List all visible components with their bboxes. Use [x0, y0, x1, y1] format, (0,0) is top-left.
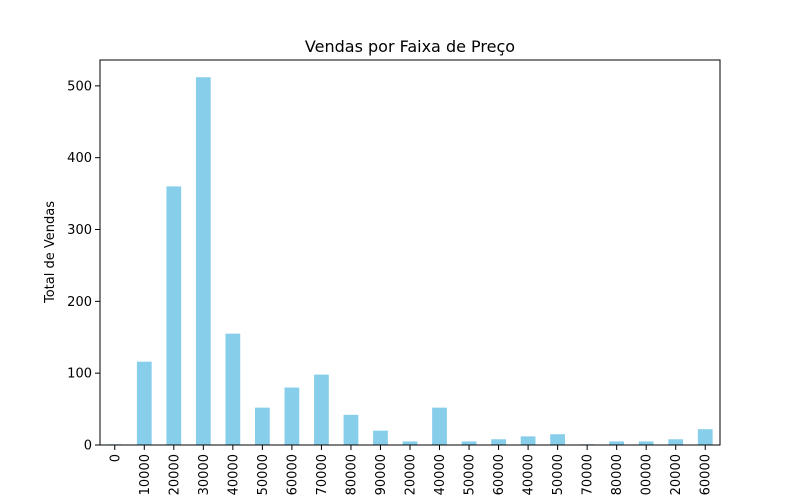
bar-20	[697, 429, 713, 445]
x-tick-label: 40000	[433, 454, 448, 495]
bar-17	[609, 441, 625, 445]
y-tick-label: 100	[67, 367, 92, 382]
bar-5	[255, 407, 270, 445]
bars-group	[107, 77, 713, 446]
x-tick-label: 20000	[669, 454, 684, 495]
bar-11	[432, 407, 447, 445]
y-tick-label: 0	[84, 439, 92, 454]
y-tick-label: 500	[67, 79, 92, 94]
x-tick-label: 80000	[344, 454, 359, 495]
plot-frame	[99, 59, 721, 446]
x-axis: 0 10000 20000 30000 40000 50000 60000 70000 8000…	[108, 445, 714, 495]
x-tick-label: 40000	[522, 454, 537, 495]
x-tick-label: 50000	[463, 454, 478, 495]
y-tick-label: 400	[67, 151, 92, 166]
bar-12	[461, 441, 477, 445]
x-tick-label: 20000	[167, 454, 182, 495]
bar-4	[225, 333, 241, 445]
bar-2	[166, 186, 182, 445]
x-tick-label: 60000	[285, 454, 300, 495]
x-tick-label: 60000	[699, 454, 714, 495]
x-tick-label: 40000	[226, 454, 241, 495]
x-tick-label: 60000	[492, 454, 507, 495]
x-tick-label: 30000	[197, 454, 212, 495]
x-tick-label: 90000	[374, 454, 389, 495]
bar-6	[284, 387, 300, 445]
bar-15	[550, 434, 565, 445]
y-tick-label: 300	[67, 223, 92, 238]
bar-10	[402, 441, 418, 445]
x-tick-label: 10000	[138, 454, 153, 495]
x-tick-label: 70000	[581, 454, 596, 495]
bar-18	[638, 441, 654, 445]
x-tick-label: 50000	[256, 454, 271, 495]
bar-1	[136, 361, 152, 445]
bar-8	[343, 414, 359, 445]
bar-3	[195, 77, 211, 446]
y-axis: 0 100 200 300 400 500	[67, 79, 100, 454]
x-tick-label: 80000	[610, 454, 625, 495]
y-tick-label: 200	[67, 295, 92, 310]
bar-14	[520, 436, 536, 445]
x-tick-label: 0	[108, 454, 123, 462]
y-axis-label: Total de Vendas	[43, 201, 58, 304]
x-tick-label: 00000	[640, 454, 655, 495]
bar-13	[491, 439, 506, 445]
x-tick-label: 70000	[315, 454, 330, 495]
x-tick-label: 20000	[404, 454, 419, 495]
bar-7	[314, 374, 329, 445]
x-tick-label: 50000	[551, 454, 566, 495]
chart-title: Vendas por Faixa de Preço	[305, 37, 515, 56]
bar-9	[373, 430, 388, 445]
bar-19	[668, 439, 684, 445]
